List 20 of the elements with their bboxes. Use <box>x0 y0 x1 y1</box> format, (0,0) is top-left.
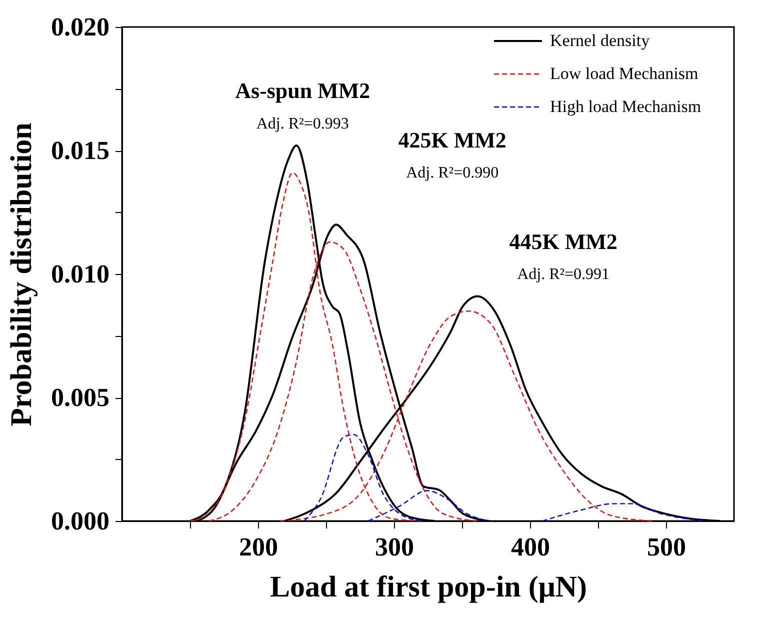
legend-label: High load Mechanism <box>550 97 702 116</box>
annotation: Adj. R²=0.991 <box>517 266 610 283</box>
annotation: As-spun MM2 <box>235 78 370 104</box>
y-tick-label: 0.000 <box>51 506 110 536</box>
annotation: Adj. R²=0.993 <box>256 115 349 132</box>
x-axis-title: Load at first pop-in (μN) <box>270 570 588 604</box>
x-tick-label: 500 <box>647 532 686 562</box>
x-tick-label: 200 <box>239 532 278 562</box>
y-tick-label: 0.015 <box>51 136 110 165</box>
y-tick-label: 0.005 <box>51 383 110 412</box>
y-tick-label: 0.020 <box>51 12 110 42</box>
annotation: 445K MM2 <box>509 228 618 254</box>
legend-label: Low load Mechanism <box>550 64 698 83</box>
y-axis-title: Probability distribution <box>5 122 38 426</box>
annotation: 425K MM2 <box>398 128 506 153</box>
legend-label: Kernel density <box>550 31 650 50</box>
x-tick-label: 400 <box>511 532 550 562</box>
y-tick-label: 0.010 <box>51 260 110 288</box>
annotation: Adj. R²=0.990 <box>406 164 499 182</box>
x-tick-label: 300 <box>375 532 414 562</box>
